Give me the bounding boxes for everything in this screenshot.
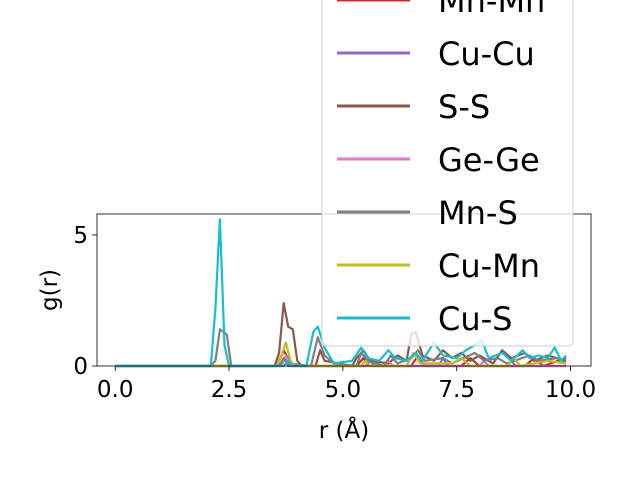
x-tick-label: 10.0 bbox=[545, 377, 596, 403]
x-axis: 0.0 2.5 5.0 7.5 10.0 bbox=[97, 366, 596, 403]
x-tick-label: 7.5 bbox=[438, 377, 475, 403]
legend-label-mn-s: Mn-S bbox=[438, 194, 518, 232]
legend-label-mn-mn: Mn-Mn bbox=[438, 0, 545, 20]
x-axis-label: r (Å) bbox=[319, 416, 369, 444]
legend-label-cu-s: Cu-S bbox=[438, 300, 512, 338]
y-tick-label: 5 bbox=[73, 223, 88, 249]
y-axis: 05 bbox=[73, 223, 97, 380]
series-line-cu-s bbox=[115, 218, 567, 368]
legend-label-s-s: S-S bbox=[438, 88, 490, 126]
x-tick-label: 5.0 bbox=[325, 377, 362, 403]
legend-label-ge-ge: Ge-Ge bbox=[438, 141, 540, 179]
y-axis-label: g(r) bbox=[37, 269, 63, 311]
legend-label-cu-mn: Cu-Mn bbox=[438, 247, 540, 285]
legend-label-cu-cu: Cu-Cu bbox=[438, 35, 535, 73]
x-tick-label: 0.0 bbox=[97, 377, 134, 403]
legend: Mn-Mn Cu-Cu S-S Ge-Ge Mn-S Cu-Mn Cu-S bbox=[321, 0, 574, 347]
x-tick-label: 2.5 bbox=[211, 377, 248, 403]
y-tick-label: 0 bbox=[73, 354, 88, 380]
legend-frame bbox=[321, 0, 574, 347]
